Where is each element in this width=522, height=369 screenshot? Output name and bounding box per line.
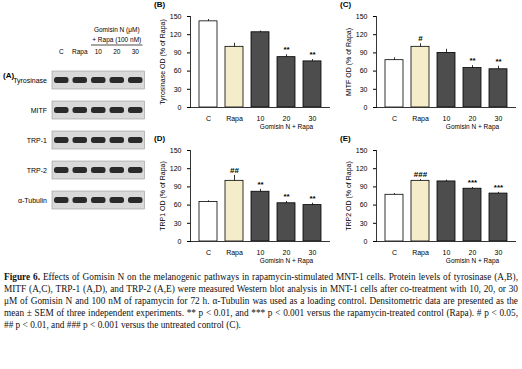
svg-text:C: C — [392, 115, 397, 122]
svg-text:Tyrosinase: Tyrosinase — [13, 77, 47, 85]
svg-text:30: 30 — [174, 86, 182, 93]
svg-text:20: 20 — [283, 115, 291, 122]
svg-text:***: *** — [494, 183, 504, 192]
svg-text:***: *** — [468, 178, 478, 187]
svg-text:60: 60 — [174, 67, 182, 74]
svg-text:#: # — [418, 34, 423, 43]
svg-text:30: 30 — [174, 220, 182, 227]
svg-text:150: 150 — [356, 13, 368, 20]
svg-text:TRP1 OD (% of Rapa): TRP1 OD (% of Rapa) — [159, 161, 167, 231]
html-text:(E): (E) — [340, 134, 351, 143]
svg-text:150: 150 — [170, 13, 182, 20]
svg-text:Gomisin N + Rapa: Gomisin N + Rapa — [446, 257, 500, 265]
svg-text:##: ## — [230, 166, 239, 175]
svg-text:0: 0 — [364, 238, 368, 245]
svg-text:Rapa: Rapa — [412, 115, 429, 123]
svg-text:Gomisin N + Rapa: Gomisin N + Rapa — [446, 123, 500, 131]
svg-text:**: ** — [257, 180, 264, 189]
svg-text:90: 90 — [360, 183, 368, 190]
svg-text:MITF: MITF — [31, 107, 47, 114]
svg-text:10: 10 — [257, 115, 265, 122]
svg-text:90: 90 — [174, 49, 182, 56]
html-text:(D): (D) — [154, 134, 166, 143]
svg-text:0: 0 — [178, 104, 182, 111]
svg-text:**: ** — [469, 56, 476, 65]
html-text:(C): (C) — [340, 0, 352, 9]
svg-text:α-Tubulin: α-Tubulin — [18, 197, 47, 204]
svg-text:0: 0 — [364, 104, 368, 111]
svg-text:20: 20 — [469, 115, 477, 122]
svg-text:Rapa: Rapa — [226, 115, 243, 123]
svg-text:Rapa: Rapa — [226, 249, 243, 257]
svg-text:10: 10 — [443, 249, 451, 256]
svg-text:20: 20 — [283, 249, 291, 256]
svg-text:+ Rapa (100 nM): + Rapa (100 nM) — [92, 36, 141, 44]
svg-text:150: 150 — [170, 147, 182, 154]
svg-text:120: 120 — [356, 165, 368, 172]
svg-text:C: C — [392, 249, 397, 256]
html-text:(B): (B) — [154, 0, 166, 9]
svg-text:**: ** — [283, 45, 290, 54]
svg-text:Rapa: Rapa — [72, 48, 88, 56]
svg-text:30: 30 — [360, 220, 368, 227]
svg-text:30: 30 — [132, 48, 140, 55]
svg-text:20: 20 — [113, 48, 121, 55]
svg-text:0: 0 — [178, 238, 182, 245]
svg-text:Gomisin N + Rapa: Gomisin N + Rapa — [260, 123, 314, 131]
svg-text:###: ### — [414, 170, 428, 179]
svg-text:30: 30 — [309, 249, 317, 256]
svg-text:30: 30 — [309, 115, 317, 122]
svg-text:Tyrosinase OD (% of Rapa): Tyrosinase OD (% of Rapa) — [159, 19, 167, 105]
svg-text:C: C — [206, 115, 211, 122]
svg-text:TRP2 OD (% of Rapa): TRP2 OD (% of Rapa) — [345, 161, 353, 231]
svg-text:Gomisin N (μM): Gomisin N (μM) — [94, 26, 140, 34]
svg-text:20: 20 — [469, 249, 477, 256]
svg-text:C: C — [206, 249, 211, 256]
svg-text:60: 60 — [174, 201, 182, 208]
svg-text:Gomisin N + Rapa: Gomisin N + Rapa — [260, 257, 314, 265]
svg-text:**: ** — [309, 50, 316, 59]
svg-text:TRP-2: TRP-2 — [27, 167, 47, 174]
svg-text:150: 150 — [356, 147, 368, 154]
svg-text:TRP-1: TRP-1 — [27, 137, 47, 144]
svg-text:30: 30 — [360, 86, 368, 93]
svg-text:**: ** — [495, 57, 502, 66]
svg-text:60: 60 — [360, 201, 368, 208]
svg-text:30: 30 — [495, 115, 503, 122]
svg-text:10: 10 — [95, 48, 103, 55]
svg-text:60: 60 — [360, 67, 368, 74]
svg-text:C: C — [59, 48, 64, 55]
svg-text:**: ** — [309, 194, 316, 203]
svg-text:120: 120 — [170, 31, 182, 38]
svg-text:10: 10 — [443, 115, 451, 122]
svg-text:Rapa: Rapa — [412, 249, 429, 257]
svg-text:120: 120 — [356, 31, 368, 38]
svg-text:90: 90 — [360, 49, 368, 56]
svg-text:**: ** — [283, 192, 290, 201]
svg-text:90: 90 — [174, 183, 182, 190]
svg-text:MITF OD (% of Rapa): MITF OD (% of Rapa) — [345, 28, 353, 96]
svg-text:30: 30 — [495, 249, 503, 256]
html-text:Figure 6. Effects of Gomisin N: Figure 6. Effects of Gomisin N on the me… — [4, 272, 518, 330]
svg-text:(A): (A) — [3, 71, 15, 80]
svg-text:120: 120 — [170, 165, 182, 172]
svg-text:10: 10 — [257, 249, 265, 256]
